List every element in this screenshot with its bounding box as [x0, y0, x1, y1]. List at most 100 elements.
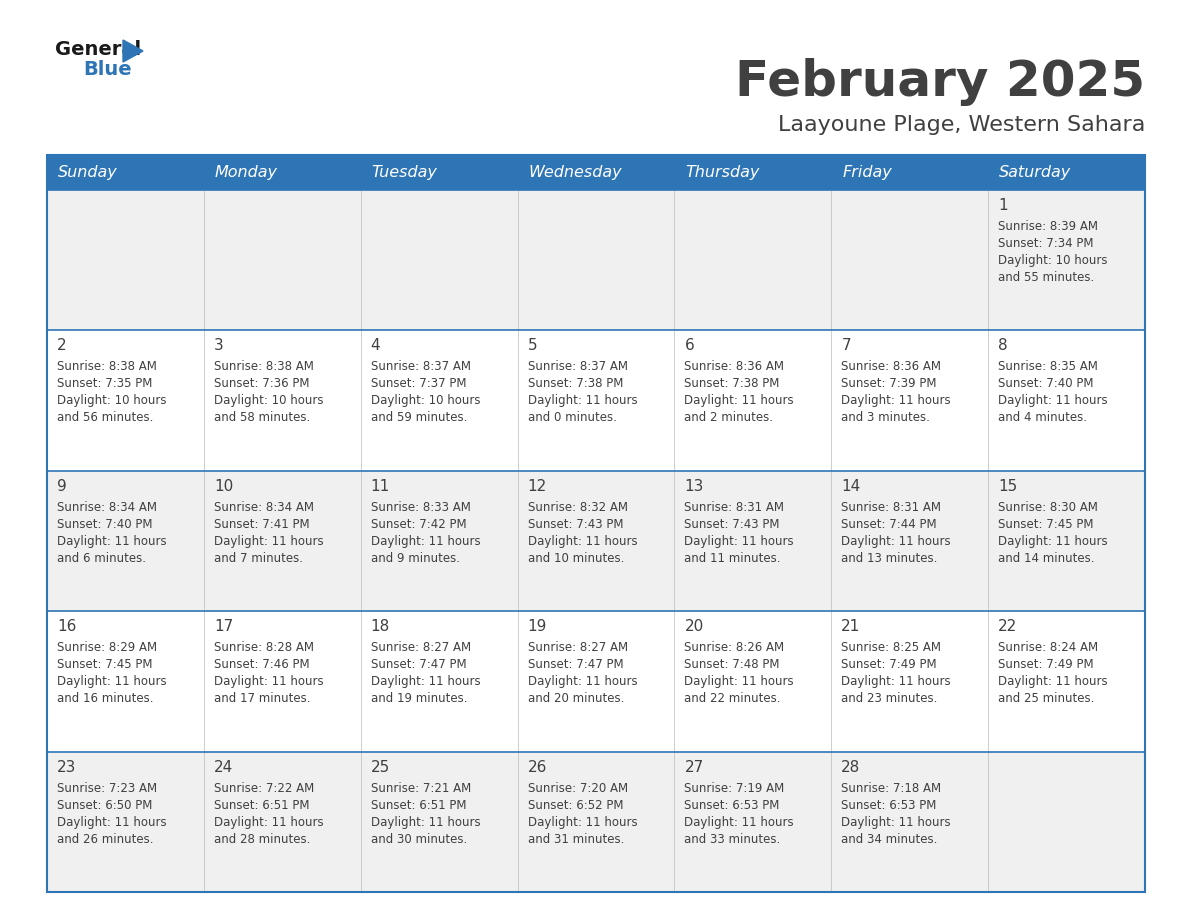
Text: Sunrise: 7:20 AM: Sunrise: 7:20 AM — [527, 781, 627, 795]
Text: Sunrise: 8:27 AM: Sunrise: 8:27 AM — [527, 641, 627, 655]
Text: Daylight: 11 hours: Daylight: 11 hours — [527, 395, 637, 408]
Text: 22: 22 — [998, 620, 1017, 634]
Text: Sunset: 7:34 PM: Sunset: 7:34 PM — [998, 237, 1094, 250]
Text: 7: 7 — [841, 339, 851, 353]
Text: and 16 minutes.: and 16 minutes. — [57, 692, 153, 705]
Text: Daylight: 11 hours: Daylight: 11 hours — [841, 676, 950, 688]
Text: Sunset: 7:49 PM: Sunset: 7:49 PM — [841, 658, 937, 671]
Text: Blue: Blue — [83, 60, 132, 79]
Bar — [48, 190, 1145, 330]
Text: 16: 16 — [57, 620, 76, 634]
Bar — [48, 752, 1145, 892]
Text: Tuesday: Tuesday — [372, 165, 437, 180]
Text: Sunset: 7:47 PM: Sunset: 7:47 PM — [371, 658, 467, 671]
Text: Sunrise: 8:31 AM: Sunrise: 8:31 AM — [684, 501, 784, 514]
Text: Sunset: 7:46 PM: Sunset: 7:46 PM — [214, 658, 310, 671]
Text: Sunrise: 7:18 AM: Sunrise: 7:18 AM — [841, 781, 941, 795]
Text: Sunrise: 8:33 AM: Sunrise: 8:33 AM — [371, 501, 470, 514]
Text: and 20 minutes.: and 20 minutes. — [527, 692, 624, 705]
Text: and 55 minutes.: and 55 minutes. — [998, 271, 1094, 284]
Text: 10: 10 — [214, 479, 233, 494]
Text: General: General — [55, 40, 141, 59]
Text: Daylight: 11 hours: Daylight: 11 hours — [841, 395, 950, 408]
Text: Daylight: 11 hours: Daylight: 11 hours — [371, 815, 480, 829]
Text: Sunset: 6:53 PM: Sunset: 6:53 PM — [684, 799, 779, 812]
Text: Sunset: 7:48 PM: Sunset: 7:48 PM — [684, 658, 781, 671]
Text: Sunrise: 8:36 AM: Sunrise: 8:36 AM — [684, 361, 784, 374]
Text: Daylight: 11 hours: Daylight: 11 hours — [684, 395, 794, 408]
Text: 4: 4 — [371, 339, 380, 353]
Text: Monday: Monday — [215, 165, 278, 180]
Text: Sunset: 7:40 PM: Sunset: 7:40 PM — [998, 377, 1094, 390]
Text: Daylight: 11 hours: Daylight: 11 hours — [371, 676, 480, 688]
Text: Sunrise: 8:31 AM: Sunrise: 8:31 AM — [841, 501, 941, 514]
Text: Sunset: 6:50 PM: Sunset: 6:50 PM — [57, 799, 152, 812]
Text: Sunrise: 7:23 AM: Sunrise: 7:23 AM — [57, 781, 157, 795]
Polygon shape — [124, 40, 143, 62]
Bar — [48, 611, 1145, 752]
Text: 25: 25 — [371, 759, 390, 775]
Text: Sunrise: 7:21 AM: Sunrise: 7:21 AM — [371, 781, 470, 795]
Text: Daylight: 11 hours: Daylight: 11 hours — [371, 535, 480, 548]
Text: Sunrise: 8:24 AM: Sunrise: 8:24 AM — [998, 641, 1098, 655]
Text: and 23 minutes.: and 23 minutes. — [841, 692, 937, 705]
Text: Daylight: 11 hours: Daylight: 11 hours — [214, 535, 323, 548]
Text: 19: 19 — [527, 620, 546, 634]
Text: Sunrise: 8:37 AM: Sunrise: 8:37 AM — [527, 361, 627, 374]
Text: 17: 17 — [214, 620, 233, 634]
Text: Wednesday: Wednesday — [529, 165, 623, 180]
Text: 6: 6 — [684, 339, 694, 353]
Text: Daylight: 11 hours: Daylight: 11 hours — [57, 815, 166, 829]
Text: 26: 26 — [527, 759, 546, 775]
Text: Daylight: 11 hours: Daylight: 11 hours — [998, 535, 1107, 548]
Text: and 58 minutes.: and 58 minutes. — [214, 411, 310, 424]
Text: and 22 minutes.: and 22 minutes. — [684, 692, 781, 705]
Text: Daylight: 11 hours: Daylight: 11 hours — [57, 535, 166, 548]
Text: Sunrise: 7:19 AM: Sunrise: 7:19 AM — [684, 781, 785, 795]
Text: Friday: Friday — [842, 165, 892, 180]
Text: Daylight: 11 hours: Daylight: 11 hours — [214, 815, 323, 829]
Text: Daylight: 10 hours: Daylight: 10 hours — [371, 395, 480, 408]
Text: Sunset: 7:40 PM: Sunset: 7:40 PM — [57, 518, 152, 531]
Text: Daylight: 11 hours: Daylight: 11 hours — [684, 535, 794, 548]
Text: Sunrise: 8:34 AM: Sunrise: 8:34 AM — [57, 501, 157, 514]
Text: Sunset: 7:44 PM: Sunset: 7:44 PM — [841, 518, 937, 531]
Text: Sunrise: 8:32 AM: Sunrise: 8:32 AM — [527, 501, 627, 514]
Text: Daylight: 10 hours: Daylight: 10 hours — [57, 395, 166, 408]
Text: Sunset: 7:42 PM: Sunset: 7:42 PM — [371, 518, 467, 531]
Text: 28: 28 — [841, 759, 860, 775]
Text: Sunrise: 7:22 AM: Sunrise: 7:22 AM — [214, 781, 314, 795]
Text: Sunset: 7:35 PM: Sunset: 7:35 PM — [57, 377, 152, 390]
Text: 14: 14 — [841, 479, 860, 494]
Text: 9: 9 — [57, 479, 67, 494]
Text: and 25 minutes.: and 25 minutes. — [998, 692, 1094, 705]
Text: 2: 2 — [57, 339, 67, 353]
Text: Sunset: 7:49 PM: Sunset: 7:49 PM — [998, 658, 1094, 671]
Text: Sunset: 7:41 PM: Sunset: 7:41 PM — [214, 518, 310, 531]
Text: and 56 minutes.: and 56 minutes. — [57, 411, 153, 424]
Text: Daylight: 11 hours: Daylight: 11 hours — [998, 676, 1107, 688]
Text: Saturday: Saturday — [999, 165, 1072, 180]
Text: 27: 27 — [684, 759, 703, 775]
Text: Sunrise: 8:38 AM: Sunrise: 8:38 AM — [214, 361, 314, 374]
Text: and 13 minutes.: and 13 minutes. — [841, 552, 937, 565]
Text: Sunset: 7:39 PM: Sunset: 7:39 PM — [841, 377, 937, 390]
Text: Daylight: 11 hours: Daylight: 11 hours — [57, 676, 166, 688]
Text: 8: 8 — [998, 339, 1007, 353]
Text: and 3 minutes.: and 3 minutes. — [841, 411, 930, 424]
Text: and 26 minutes.: and 26 minutes. — [57, 833, 153, 845]
Text: and 31 minutes.: and 31 minutes. — [527, 833, 624, 845]
Text: and 28 minutes.: and 28 minutes. — [214, 833, 310, 845]
Text: Sunrise: 8:27 AM: Sunrise: 8:27 AM — [371, 641, 470, 655]
Bar — [48, 471, 1145, 611]
Text: Sunset: 7:45 PM: Sunset: 7:45 PM — [57, 658, 152, 671]
Bar — [48, 155, 1145, 190]
Text: Sunset: 7:38 PM: Sunset: 7:38 PM — [527, 377, 623, 390]
Text: Daylight: 10 hours: Daylight: 10 hours — [998, 254, 1107, 267]
Bar — [48, 330, 1145, 471]
Text: and 59 minutes.: and 59 minutes. — [371, 411, 467, 424]
Text: Sunset: 7:45 PM: Sunset: 7:45 PM — [998, 518, 1094, 531]
Text: and 4 minutes.: and 4 minutes. — [998, 411, 1087, 424]
Text: Sunset: 6:51 PM: Sunset: 6:51 PM — [214, 799, 309, 812]
Text: 21: 21 — [841, 620, 860, 634]
